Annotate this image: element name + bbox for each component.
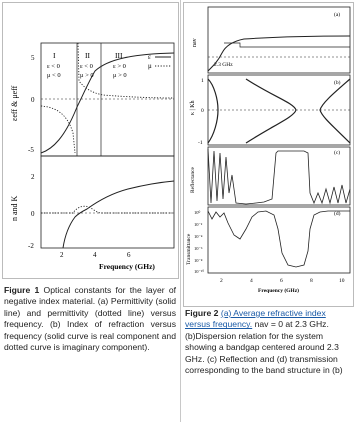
fig2c-reflectance-curve bbox=[255, 150, 351, 205]
fig2a-annotation: 2.3 GHz bbox=[214, 62, 233, 68]
region-roman: III bbox=[115, 51, 123, 60]
fig2d-transmittance-curve bbox=[207, 210, 350, 268]
figure-1: 5 0 -5 εeff & μeff I ε < 0 μ < 0 II ε < … bbox=[2, 2, 179, 279]
fig1-xtick: 4 bbox=[93, 251, 97, 259]
fig1-xlabel: Frequency (GHz) bbox=[99, 262, 155, 271]
fig1-n-curve bbox=[62, 180, 175, 249]
figure-2-caption-link[interactable]: (a) Average refractive index versus freq… bbox=[185, 308, 326, 330]
fig2b-ytick: 0 bbox=[201, 108, 204, 114]
fig2a-axes bbox=[207, 6, 351, 74]
fig1-bottom-axes bbox=[40, 155, 175, 249]
fig1-top-ytick: 0 bbox=[31, 96, 35, 104]
region-condition: ε > 0 bbox=[113, 63, 126, 70]
fig1-xtick: 2 bbox=[60, 251, 64, 259]
region-condition: μ > 0 bbox=[113, 72, 127, 79]
figure-2-caption-part2: (b)Dispersion relation for the system sh… bbox=[185, 330, 343, 376]
region-condition: ε < 0 bbox=[47, 63, 60, 70]
region-condition: ε < 0 bbox=[80, 63, 93, 70]
figure-1-caption-text: Optical constants for the layer of negat… bbox=[4, 285, 176, 353]
fig2d-ylabel: Transmittance bbox=[186, 233, 192, 265]
region-roman: II bbox=[85, 51, 90, 60]
figure-2-caption: Figure 2 (a) Average refractive index ve… bbox=[185, 308, 351, 376]
fig1-k-curve bbox=[41, 205, 174, 214]
fig2b-band-3 bbox=[319, 78, 351, 144]
fig2d-letter: (d) bbox=[334, 210, 341, 217]
fig2a-nav-curve bbox=[207, 35, 351, 72]
figure-2-plot: (a) 2.3 GHz nav (b) 1 0 -1 κ | Kh (c) Re… bbox=[186, 6, 351, 294]
fig1-xtick: 6 bbox=[127, 251, 131, 259]
fig2b-band-2 bbox=[245, 78, 297, 144]
fig1-top-ylabel: εeff & μeff bbox=[10, 85, 19, 121]
column-divider bbox=[180, 0, 181, 422]
fig2-xtick: 4 bbox=[250, 278, 253, 284]
legend-label: μ bbox=[148, 62, 152, 70]
fig2c-letter: (c) bbox=[334, 149, 340, 156]
legend-label: ε bbox=[148, 53, 151, 61]
fig2-xtick: 8 bbox=[310, 278, 313, 284]
figure-2-caption-part1: nav = 0 at 2.3 GHz. bbox=[252, 319, 329, 330]
fig1-bottom-ytick: 2 bbox=[31, 173, 35, 181]
fig1-bottom-ytick: 0 bbox=[31, 210, 35, 218]
fig2b-ytick: -1 bbox=[198, 140, 203, 146]
fig2d-axes bbox=[207, 206, 351, 274]
figure-1-caption: Figure 1 Optical constants for the layer… bbox=[4, 285, 176, 353]
fig2b-band-1 bbox=[207, 78, 219, 144]
fig2d-ytick: 10⁻⁴ bbox=[194, 234, 203, 239]
figure-2: (a) 2.3 GHz nav (b) 1 0 -1 κ | Kh (c) Re… bbox=[183, 2, 354, 307]
fig1-bottom-ytick: -2 bbox=[28, 242, 34, 250]
fig2-xtick: 10 bbox=[339, 278, 345, 284]
fig2d-ytick: 10⁻⁶ bbox=[194, 246, 203, 251]
figure-2-label: Figure 2 bbox=[185, 308, 219, 318]
fig1-top-ytick: 5 bbox=[31, 54, 35, 62]
fig2-xlabel: Frequency (GHz) bbox=[258, 287, 299, 294]
figure-1-plot: 5 0 -5 εeff & μeff I ε < 0 μ < 0 II ε < … bbox=[10, 42, 175, 271]
fig1-epsilon-curve bbox=[40, 52, 175, 154]
fig2d-ytick: 10⁻¹⁰ bbox=[194, 269, 204, 274]
fig2-xtick: 6 bbox=[280, 278, 283, 284]
fig2c-oscillation-1 bbox=[207, 148, 257, 205]
fig2b-ytick: 1 bbox=[201, 78, 204, 84]
fig2b-letter: (b) bbox=[334, 79, 341, 86]
fig1-bottom-ylabel: n and K bbox=[10, 195, 19, 221]
fig1-top-ytick: -5 bbox=[28, 146, 34, 154]
fig1-top-axes bbox=[40, 42, 175, 157]
fig2b-ylabel: κ | Kh bbox=[190, 100, 196, 115]
fig2a-letter: (a) bbox=[334, 11, 340, 18]
fig2c-ylabel: Reflectance bbox=[189, 166, 196, 193]
fig2d-ytick: 10⁻⁸ bbox=[194, 258, 203, 263]
fig2d-ytick: 10⁰ bbox=[194, 210, 201, 215]
figure-1-label: Figure 1 bbox=[4, 285, 40, 295]
fig2-xtick: 2 bbox=[220, 278, 223, 284]
fig1-mu-curve bbox=[40, 42, 175, 154]
region-condition: μ > 0 bbox=[80, 72, 94, 79]
fig2a-ylabel: nav bbox=[192, 38, 198, 47]
region-condition: μ < 0 bbox=[47, 72, 61, 79]
fig2d-ytick: 10⁻² bbox=[194, 222, 203, 227]
fig2c-axes bbox=[207, 146, 351, 206]
fig2a-step bbox=[224, 42, 350, 48]
region-roman: I bbox=[53, 51, 56, 60]
